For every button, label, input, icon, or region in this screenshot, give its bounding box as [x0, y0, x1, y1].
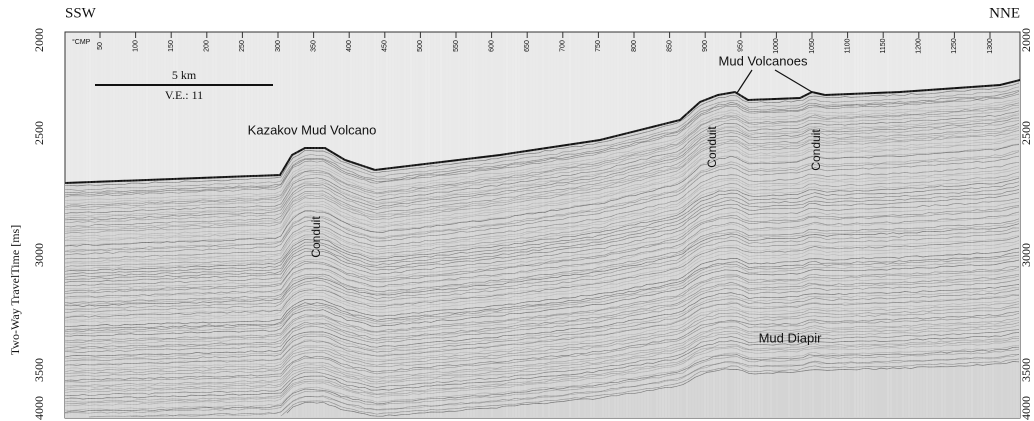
cmp-tick-label: 1200: [916, 38, 923, 54]
annotation: Mud Diapir: [759, 330, 823, 345]
time-tick-label: 4000: [1019, 396, 1033, 420]
time-tick-label: 3500: [32, 358, 46, 382]
time-tick-label: 3000: [32, 243, 46, 267]
cmp-label: °CMP: [72, 38, 91, 46]
time-tick-label: 2000: [32, 28, 46, 52]
annotation: Kazakov Mud Volcano: [248, 122, 377, 137]
cmp-tick-label: 1000: [773, 38, 780, 54]
cmp-tick-label: 950: [738, 40, 745, 52]
cmp-tick-label: 900: [702, 40, 709, 52]
annotation: Conduit: [809, 129, 823, 171]
cmp-tick-label: 1150: [880, 38, 887, 53]
time-tick-label: 4000: [32, 396, 46, 420]
scale-ve: V.E.: 11: [165, 88, 203, 102]
axis-label: Two-Way TravelTime [ms]: [8, 225, 22, 355]
cmp-tick-label: 500: [417, 40, 424, 52]
cmp-tick-label: 1100: [844, 38, 851, 53]
cmp-tick-label: 800: [631, 40, 638, 52]
cmp-tick-label: 1250: [951, 38, 958, 54]
cmp-tick-label: 650: [524, 40, 531, 52]
time-tick-label: 3500: [1019, 358, 1033, 382]
cmp-tick-label: 600: [488, 40, 495, 52]
cmp-tick-label: 300: [275, 40, 282, 52]
time-tick-label: 2500: [32, 121, 46, 145]
cmp-tick-label: 1300: [987, 38, 994, 54]
cmp-tick-label: 850: [666, 40, 673, 52]
cmp-tick-label: 750: [595, 40, 602, 52]
annotation: Mud Volcanoes: [719, 53, 808, 68]
annotation: Conduit: [309, 216, 323, 258]
annotation: Conduit: [705, 126, 719, 168]
cmp-tick-label: 100: [132, 40, 139, 52]
cmp-tick-label: 400: [346, 40, 353, 52]
time-tick-label: 3000: [1019, 243, 1033, 267]
cmp-tick-label: 550: [453, 40, 460, 52]
scale-distance: 5 km: [172, 68, 197, 82]
direction-right: NNE: [989, 5, 1020, 21]
time-tick-label: 2000: [1019, 28, 1033, 52]
time-tick-label: 2500: [1019, 121, 1033, 145]
cmp-tick-label: 50: [97, 42, 104, 50]
cmp-tick-label: 200: [204, 40, 211, 52]
cmp-tick-label: 350: [310, 40, 317, 52]
cmp-tick-label: 250: [239, 40, 246, 52]
cmp-tick-label: 1050: [809, 38, 816, 54]
cmp-tick-label: 150: [168, 40, 175, 52]
cmp-tick-label: 450: [382, 40, 389, 52]
direction-left: SSW: [65, 5, 97, 21]
cmp-tick-label: 700: [560, 40, 567, 52]
seismic-figure: SSW NNE Two-Way TravelTime [ms] °CMP 5 k…: [0, 0, 1034, 421]
